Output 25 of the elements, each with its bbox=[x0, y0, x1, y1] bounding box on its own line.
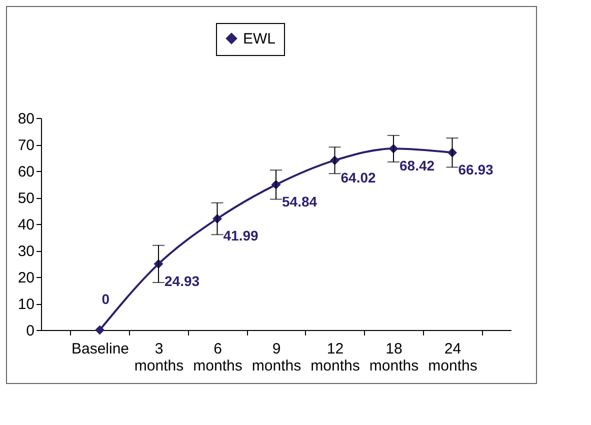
x-tick-label: 9 months bbox=[252, 340, 302, 374]
y-tick-label: 10 bbox=[18, 296, 34, 313]
y-tick-label: 70 bbox=[18, 137, 34, 154]
x-tick-label: Baseline bbox=[71, 340, 130, 358]
data-label: 68.42 bbox=[400, 158, 435, 174]
data-label: 0 bbox=[102, 291, 110, 307]
y-tick-label: 0 bbox=[26, 322, 34, 340]
y-tick-label: 50 bbox=[18, 190, 34, 207]
y-tick-label: 20 bbox=[18, 270, 34, 286]
y-tick-label: 40 bbox=[18, 216, 34, 234]
x-tick-label: 24 months bbox=[428, 340, 478, 374]
y-tick-label: 60 bbox=[18, 164, 34, 180]
point bbox=[95, 325, 104, 335]
x-tick-label: 12 months bbox=[310, 340, 360, 374]
x-tick-label: 18 months bbox=[369, 340, 419, 374]
data-label: 64.02 bbox=[340, 169, 376, 186]
legend-label: EWL bbox=[243, 30, 276, 48]
data-label: 54.84 bbox=[282, 194, 318, 210]
data-label: 41.99 bbox=[223, 228, 258, 244]
y-tick-label: 30 bbox=[18, 243, 34, 260]
data-label: 24.93 bbox=[164, 272, 200, 289]
y-tick-label: 80 bbox=[18, 110, 34, 128]
x-tick-label: 3 months bbox=[134, 340, 184, 374]
data-label: 66.93 bbox=[458, 162, 494, 178]
x-tick-label: 6 months bbox=[193, 340, 242, 374]
